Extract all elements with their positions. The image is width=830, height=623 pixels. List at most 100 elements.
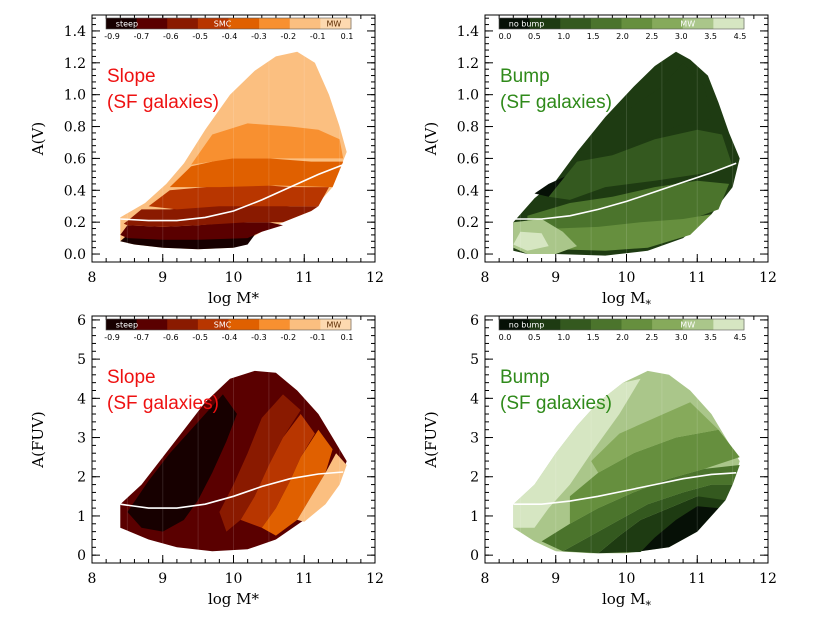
colorbar-swatch (560, 319, 592, 330)
y-axis-label: A(FUV) (422, 411, 440, 468)
heatmap-contour-band-1 (120, 222, 283, 240)
y-tick-label: 0.4 (64, 183, 86, 199)
median-curve (513, 162, 737, 220)
colorbar-frame (498, 17, 745, 30)
colorbar-name-label: MW (680, 321, 695, 330)
heatmap-region (120, 316, 347, 563)
colorbar-tick-label: 1.5 (587, 333, 600, 342)
y-tick-label: 0.8 (64, 120, 86, 136)
y-tick-label: 4 (470, 391, 479, 407)
colorbar-name-label: SMC (214, 321, 232, 330)
heatmap-contour-band-0 (127, 394, 237, 532)
colorbar: steep SMC MW -0.9 -0.7 -0.6 -0.5 -0.4 -0.3 -0.2 -0… (104, 17, 354, 41)
heatmap-contour-band-3 (527, 180, 730, 231)
colorbar-tick-label: 0.1 (341, 32, 354, 41)
colorbar-swatch (682, 319, 714, 330)
colorbar-tick-label: 0.1 (341, 333, 354, 342)
colorbar-swatch (560, 18, 592, 29)
colorbar-swatch (713, 319, 745, 330)
colorbar-swatch (228, 319, 260, 330)
y-tick-label: 6 (77, 313, 86, 329)
y-tick-label: 5 (470, 352, 479, 368)
colorbar-swatch (197, 18, 229, 29)
colorbar-swatch (106, 18, 138, 29)
x-tick-label: 8 (481, 270, 490, 286)
y-tick-label: 0.0 (64, 247, 86, 263)
colorbar-swatch (529, 18, 561, 29)
colorbar-tick-label: -0.7 (134, 32, 150, 41)
colorbar-tick-label: -0.7 (134, 333, 150, 342)
x-tick-label: 11 (688, 571, 706, 587)
x-tick-label: 11 (295, 571, 313, 587)
heatmap-contour-band-4 (169, 158, 344, 188)
colorbar-swatch (167, 319, 199, 330)
colorbar-frame (498, 318, 745, 331)
y-tick-label: 3 (77, 431, 86, 447)
colorbar-tick-label: 3.0 (675, 333, 688, 342)
y-tick-label: 0.6 (64, 151, 86, 167)
heatmap-region (513, 15, 740, 262)
heatmap-contour-band-6 (513, 378, 641, 528)
colorbar-swatch (682, 18, 714, 29)
panel-annotation: (SF galaxies) (500, 393, 612, 414)
colorbar-tick-label: 2.0 (616, 333, 629, 342)
colorbar-name-label: MW (680, 20, 695, 29)
y-axis-label: A(V) (29, 122, 47, 156)
colorbar-tick-label: -0.9 (104, 32, 120, 41)
y-tick-label: 1.4 (457, 24, 479, 40)
colorbar-swatch (106, 319, 138, 330)
y-tick-label: 4 (77, 391, 86, 407)
y-tick-label: 6 (470, 313, 479, 329)
median-curve (120, 471, 344, 509)
heatmap-contour-band-1 (577, 62, 712, 156)
y-tick-label: 1.0 (457, 88, 479, 104)
colorbar-tick-label: 0.5 (528, 32, 541, 41)
colorbar-swatch (320, 18, 352, 29)
y-tick-label: 0 (77, 548, 86, 564)
y-tick-label: 0.4 (457, 183, 479, 199)
heatmap-contour-band-2 (219, 394, 301, 532)
colorbar-tick-label: -0.5 (192, 333, 208, 342)
heatmap-contour-band-6 (513, 231, 549, 251)
colorbar-tick-label: 3.5 (704, 32, 717, 41)
heatmap-contour-band-5 (591, 402, 719, 473)
colorbar-swatch (136, 18, 168, 29)
x-tick-label: 10 (225, 270, 243, 286)
x-tick-label: 9 (158, 270, 167, 286)
x-axis-label: log M* (602, 590, 652, 612)
x-axis-label: log M* (602, 289, 652, 311)
colorbar-tick-label: 1.0 (557, 32, 570, 41)
panel-annotation: Slope (107, 66, 156, 87)
heatmap-contour-band-5 (191, 123, 344, 165)
colorbar-swatch (228, 18, 260, 29)
heatmap-contour-band-3 (240, 414, 315, 528)
heatmap-region (513, 316, 740, 563)
colorbar-tick-label: 4.5 (734, 32, 747, 41)
colorbar-swatch (529, 319, 561, 330)
heatmap-contour-band-0 (534, 174, 570, 197)
heatmap-contour-band-2 (562, 484, 733, 554)
x-tick-label: 11 (295, 270, 313, 286)
colorbar-swatch (713, 18, 745, 29)
colorbar-tick-label: 1.5 (587, 32, 600, 41)
x-tick-label: 10 (618, 270, 636, 286)
heatmap-region (120, 15, 347, 262)
colorbar-tick-label: 2.5 (646, 333, 659, 342)
x-axis-label: log M* (208, 590, 260, 608)
colorbar-swatch (590, 319, 622, 330)
colorbar-name-label: steep (116, 321, 138, 330)
x-axis-label: log M* (208, 289, 260, 307)
colorbar-swatch (621, 319, 653, 330)
colorbar-tick-label: -0.4 (222, 32, 238, 41)
y-tick-label: 0.6 (457, 151, 479, 167)
colorbar-tick-label: -0.9 (104, 333, 120, 342)
heatmap-contour-band-5 (297, 453, 347, 522)
panel-annotation: Bump (500, 367, 550, 388)
colorbar-tick-label: -0.4 (222, 333, 238, 342)
heatmap-contour-band-2 (548, 129, 733, 200)
y-tick-label: 1.2 (64, 56, 86, 72)
colorbar-swatch (167, 18, 199, 29)
heatmap-contour-band-1 (184, 386, 283, 532)
